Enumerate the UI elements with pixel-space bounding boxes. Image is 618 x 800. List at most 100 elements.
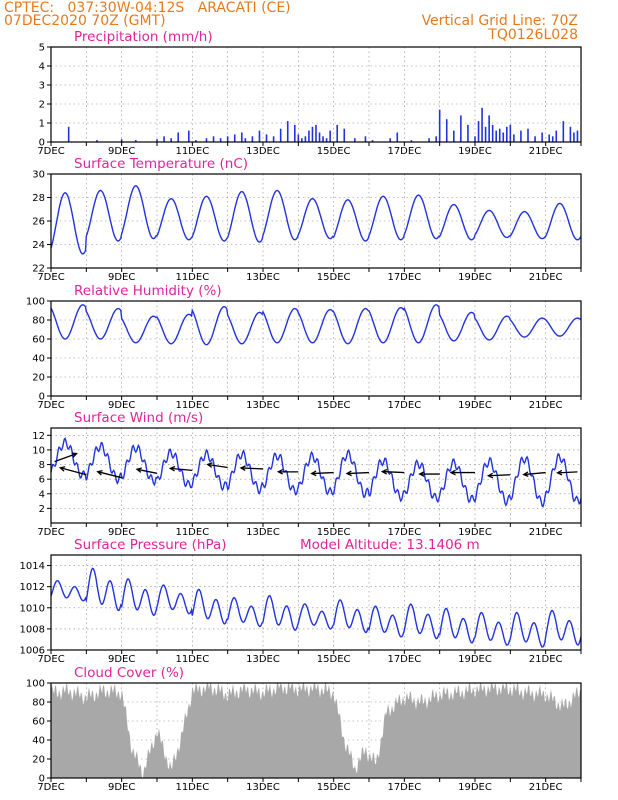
x-tick-label: 7DEC (37, 146, 64, 157)
precip-bar (520, 130, 522, 142)
x-tick-label: 19DEC (458, 272, 492, 283)
x-tick-label: 7DEC (37, 272, 64, 283)
y-tick-label: 3 (39, 81, 45, 92)
precip-bar (244, 138, 247, 142)
precip-bar (272, 136, 275, 142)
precip-bar (445, 119, 448, 142)
x-tick-label: 21DEC (529, 782, 563, 793)
wind-vector-head (486, 472, 494, 479)
wind-vector-head (310, 470, 317, 477)
precip-bar (241, 132, 243, 142)
x-tick-label: 7DEC (37, 782, 64, 793)
wind-vector (60, 467, 87, 476)
precip-bar (188, 130, 190, 142)
wind-vector (382, 470, 405, 474)
precip-bar (135, 140, 137, 142)
wind-vector (240, 467, 264, 470)
y-tick-label: 12 (32, 431, 45, 442)
y-tick-label: 1012 (20, 582, 45, 593)
y-tick-label: 22 (32, 264, 45, 275)
series-line (50, 567, 582, 648)
y-tick-label: 1014 (20, 561, 45, 572)
series-line (50, 185, 582, 255)
precip-bar (322, 136, 324, 142)
wind-vector-head (276, 469, 284, 475)
x-tick-label: 17DEC (387, 272, 421, 283)
x-tick-label: 13DEC (246, 400, 280, 411)
wind-vector-head (380, 468, 388, 475)
precip-bar (460, 115, 462, 142)
precip-bar (513, 134, 515, 142)
x-tick-label: 9DEC (108, 782, 135, 793)
y-tick-label: 100 (26, 679, 45, 690)
wind-vector-head (239, 465, 246, 471)
x-tick-label: 13DEC (246, 654, 280, 665)
wind-vector (488, 474, 511, 477)
y-tick-label: 2 (39, 100, 45, 111)
precip-bar (258, 130, 261, 142)
panel-title: Surface Wind (m/s) (74, 410, 203, 426)
y-tick-label: 2 (39, 504, 45, 515)
y-tick-label: 100 (26, 297, 45, 308)
x-tick-label: 19DEC (458, 527, 492, 538)
x-tick-label: 15DEC (317, 272, 351, 283)
y-tick-label: 20 (32, 373, 45, 384)
header-date: 07DEC2020 70Z (GMT) (4, 13, 166, 29)
wind-vector-head (96, 469, 103, 476)
y-tick-label: 60 (32, 717, 45, 728)
precip-bar (177, 132, 179, 142)
y-tick-label: 0 (39, 774, 45, 785)
precip-bar (233, 134, 236, 142)
panel-frame (50, 554, 582, 651)
header-location: CPTEC: 037:30W-04:12S ARACATI (CE) (4, 0, 291, 16)
x-tick-label: 21DEC (529, 146, 563, 157)
precip-bar (163, 136, 165, 142)
x-tick-label: 9DEC (108, 654, 135, 665)
precip-bar (396, 132, 399, 142)
x-tick-label: 17DEC (387, 782, 421, 793)
precip-bar (96, 140, 98, 142)
wind-vector-head (206, 462, 213, 468)
x-tick-label: 7DEC (37, 527, 64, 538)
wind-vector-head (71, 452, 78, 458)
y-tick-label: 24 (32, 240, 45, 251)
x-tick-label: 21DEC (529, 527, 563, 538)
precip-bar (304, 136, 307, 142)
precip-bar (389, 138, 391, 142)
precip-bar (527, 128, 529, 142)
wind-vector-head (345, 470, 352, 477)
x-tick-label: 7DEC (37, 400, 64, 411)
precip-bar (279, 128, 282, 142)
precip-bar (491, 124, 494, 142)
panel-title: Cloud Cover (%) (74, 665, 184, 681)
y-tick-label: 5 (39, 43, 45, 54)
precip-bar (548, 134, 550, 142)
precip-bar (562, 121, 565, 142)
y-tick-label: 1006 (20, 646, 45, 657)
y-tick-label: 1008 (20, 624, 45, 635)
x-tick-label: 13DEC (246, 146, 280, 157)
wind-vector-head (135, 467, 142, 473)
y-tick-label: 6 (39, 475, 45, 486)
wind-vector-head (58, 466, 66, 472)
precip-bar (294, 124, 296, 142)
x-tick-label: 17DEC (387, 146, 421, 157)
x-tick-label: 17DEC (387, 654, 421, 665)
precip-bar (438, 109, 441, 142)
cloud-cover-area (51, 683, 581, 778)
x-tick-label: 21DEC (529, 400, 563, 411)
panel-subtitle: Model Altitude: 13.1406 m (300, 537, 480, 553)
y-tick-label: 40 (32, 736, 45, 747)
precip-bar (573, 132, 575, 142)
y-tick-label: 0 (39, 138, 45, 149)
wind-vector (136, 468, 158, 474)
y-tick-label: 8 (39, 460, 45, 471)
wind-vector (97, 471, 122, 479)
precip-bar (301, 138, 303, 142)
precip-bar (474, 136, 476, 142)
x-tick-label: 7DEC (37, 654, 64, 665)
y-tick-label: 10 (32, 445, 45, 456)
precip-bar (498, 128, 501, 142)
precip-bar (509, 124, 512, 142)
